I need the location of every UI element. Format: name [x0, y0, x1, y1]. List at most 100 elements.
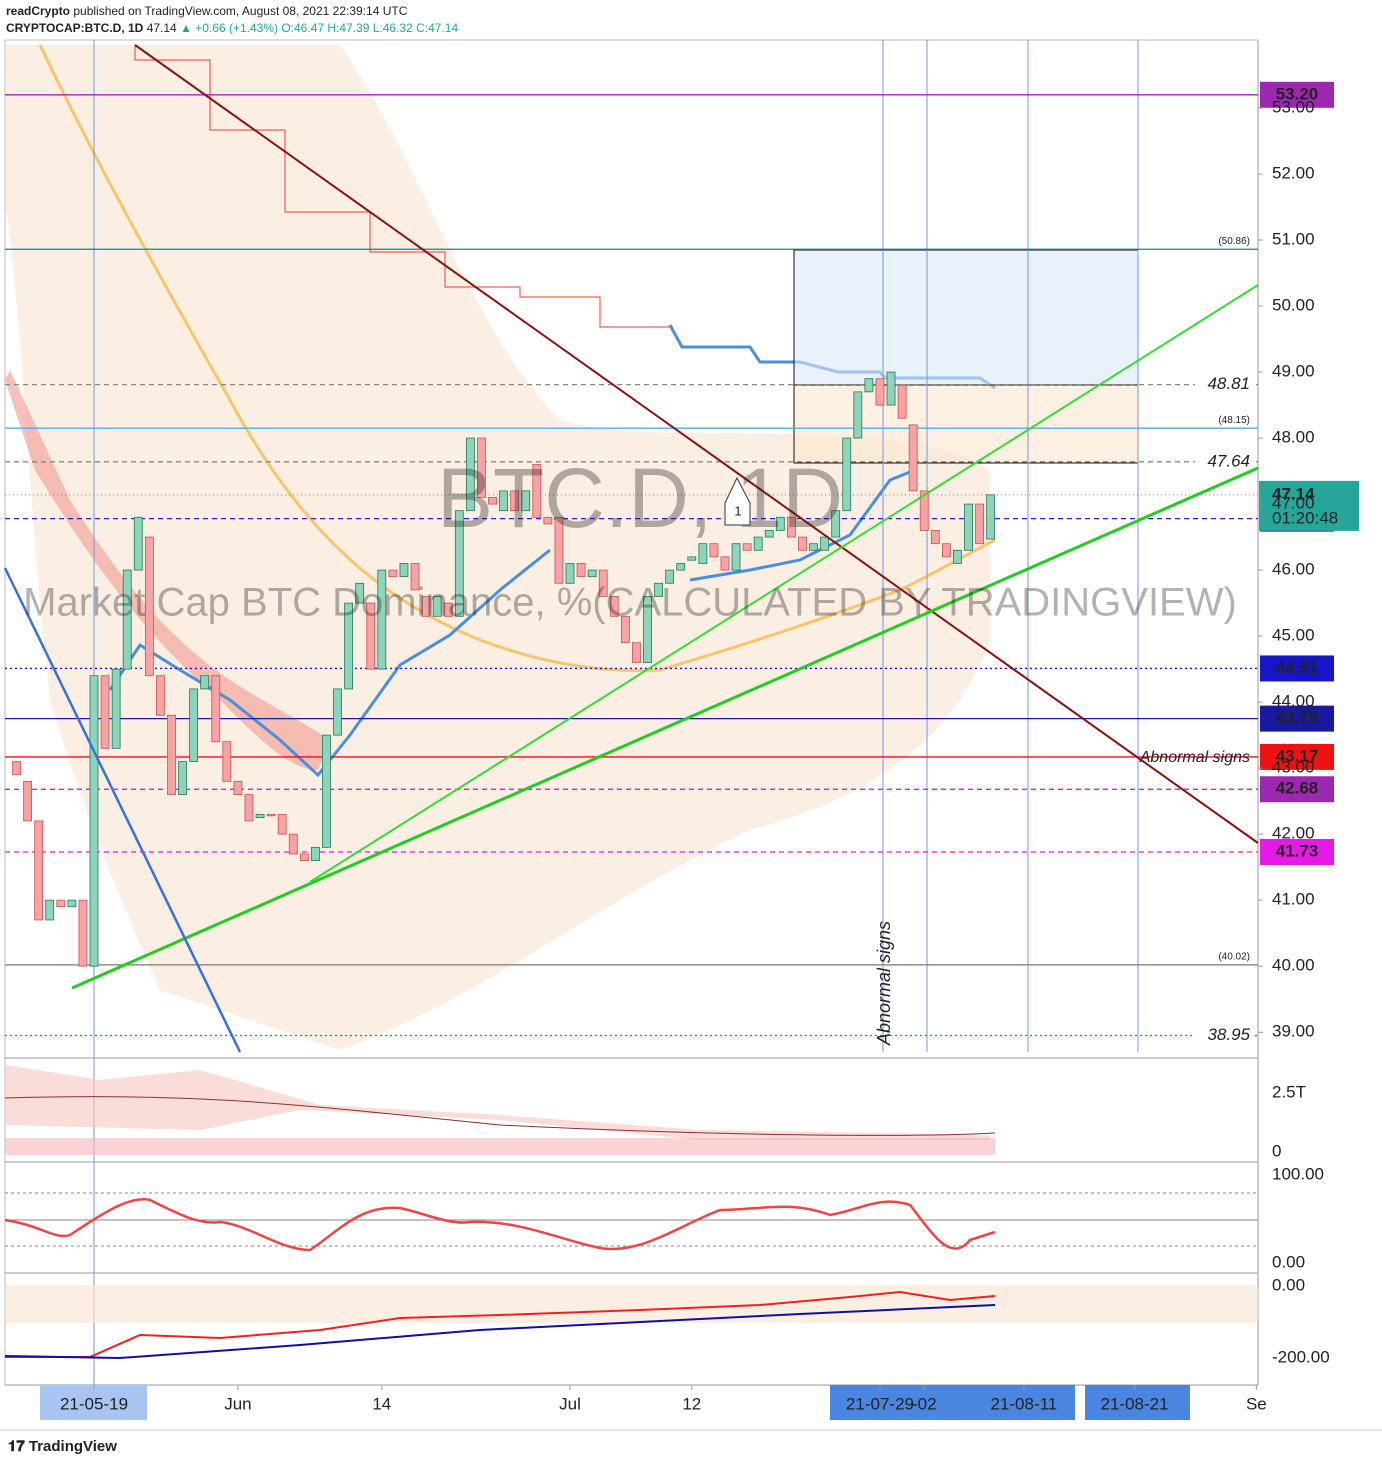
- candle-body: [133, 516, 143, 571]
- lower-line: [4, 1304, 996, 1360]
- candle-body: [908, 424, 918, 492]
- price-tag-label: 53.20: [1276, 84, 1319, 103]
- x-tick-label: -02: [912, 1394, 937, 1413]
- y-tick-label: 39.00: [1272, 1022, 1315, 1041]
- level-label: 38.95: [1207, 1025, 1250, 1044]
- panel-label: 0.00: [1272, 1252, 1305, 1271]
- trendline: [71, 466, 1259, 990]
- candle-body: [897, 384, 907, 419]
- candle-body: [233, 780, 243, 795]
- vertical-lines: [93, 40, 1139, 1385]
- candle-body: [67, 899, 77, 908]
- candle-body: [753, 536, 763, 551]
- x-tick-label: Se: [1246, 1394, 1267, 1413]
- candle-body: [853, 391, 863, 439]
- candle-body: [189, 688, 199, 762]
- candle-body: [333, 688, 342, 736]
- x-tick-label: 12: [682, 1394, 701, 1413]
- volume-bars: [5, 1138, 995, 1155]
- author: readCrypto: [6, 4, 70, 18]
- last: 47.14: [147, 21, 177, 35]
- candle-body: [23, 780, 32, 822]
- y-tick-label: 42.00: [1272, 824, 1315, 843]
- candle-body: [144, 536, 154, 677]
- watermark: BTC.D, 1D: [437, 451, 843, 545]
- candle-body: [698, 543, 708, 564]
- candle-body: [266, 813, 276, 817]
- candle-body: [432, 596, 442, 617]
- candle-body: [12, 761, 21, 776]
- y-tick-label: 50.00: [1272, 296, 1315, 315]
- price-tag-label: 41.73: [1276, 841, 1319, 860]
- y-tick-label: 40.00: [1272, 956, 1315, 975]
- candle-body: [576, 563, 586, 578]
- header-line-2: CRYPTOCAP:BTC.D, 1D 47.14 ▲ +0.66 (+1.43…: [6, 21, 458, 35]
- label-bg: [1195, 375, 1255, 394]
- candle-body: [709, 543, 719, 558]
- candle-body: [532, 464, 542, 518]
- lower-band: [5, 1285, 1258, 1323]
- candle-body: [488, 497, 497, 505]
- candle-body: [499, 490, 508, 512]
- candle-body: [34, 820, 44, 921]
- candle-body: [587, 569, 597, 578]
- volume-band: [5, 1065, 990, 1140]
- x-tick-label: 21-08-21: [1101, 1394, 1169, 1413]
- levels: 53.20(50.86)48.81(48.15)47.6446.7844.514…: [5, 81, 1359, 1045]
- bubble: [724, 476, 751, 526]
- candle-body: [399, 563, 409, 578]
- x-tick-label: 21-07-29: [846, 1394, 914, 1413]
- x-tick-label: 21-05-19: [60, 1394, 128, 1413]
- change: ▲ +0.66 (+1.43%): [180, 21, 278, 35]
- countdown: 01:20:48: [1272, 508, 1338, 527]
- candle-body: [687, 556, 697, 561]
- candle-body: [56, 899, 66, 908]
- candle-body: [831, 510, 841, 538]
- candle-body: [964, 503, 973, 551]
- candle-body: [809, 543, 818, 551]
- label-bg: [1195, 1026, 1255, 1045]
- candle-body: [167, 714, 176, 795]
- y-tick-label: 44.00: [1272, 692, 1315, 711]
- x-axis: 21-05-19 Jun 14 Jul 12 21-07-29-02 21-08-11 21-…: [60, 1385, 1267, 1413]
- candle-body: [366, 602, 376, 670]
- candle-body: [299, 853, 309, 861]
- level-label: 47.64: [1207, 451, 1250, 470]
- footer-logo: 𝟏𝟕 TradingView: [8, 1438, 117, 1455]
- candle-body: [986, 494, 996, 540]
- candle-body: [609, 596, 619, 617]
- price-tag-label: 42.68: [1276, 779, 1319, 798]
- candle-body: [875, 378, 885, 406]
- candle-body: [89, 675, 99, 967]
- candle-body: [554, 516, 564, 584]
- stop-box: [793, 384, 1139, 464]
- candle-body: [864, 378, 874, 393]
- candle-body: [919, 490, 929, 531]
- footer: TradingView: [29, 1438, 117, 1455]
- trendline: [309, 284, 1259, 883]
- panel-label: 100.00: [1272, 1164, 1324, 1183]
- candle-body: [388, 569, 398, 578]
- candle-body: [764, 530, 774, 538]
- bubble-text: 1: [734, 503, 741, 518]
- candle-body: [775, 516, 785, 531]
- candle-body: [798, 536, 807, 551]
- candle-body: [654, 582, 663, 597]
- volume-ma: [4, 1096, 996, 1136]
- trendline: [134, 44, 1259, 844]
- lower-line: [5, 1290, 996, 1358]
- candle-body: [953, 549, 962, 564]
- x-tick-label: Jun: [224, 1394, 251, 1413]
- price-tag-label: 44.51: [1276, 658, 1319, 677]
- candle-body: [665, 569, 675, 584]
- price-tag: [1260, 776, 1334, 803]
- candle-body: [277, 813, 287, 835]
- y-tick-label: 45.00: [1272, 626, 1315, 645]
- candle-body: [421, 596, 431, 617]
- trendline: [3, 567, 242, 1053]
- y-tick-label: 52.00: [1272, 163, 1315, 182]
- candle-body: [820, 536, 830, 551]
- y-tick-label: 46.00: [1272, 560, 1315, 579]
- candle-body: [842, 437, 852, 512]
